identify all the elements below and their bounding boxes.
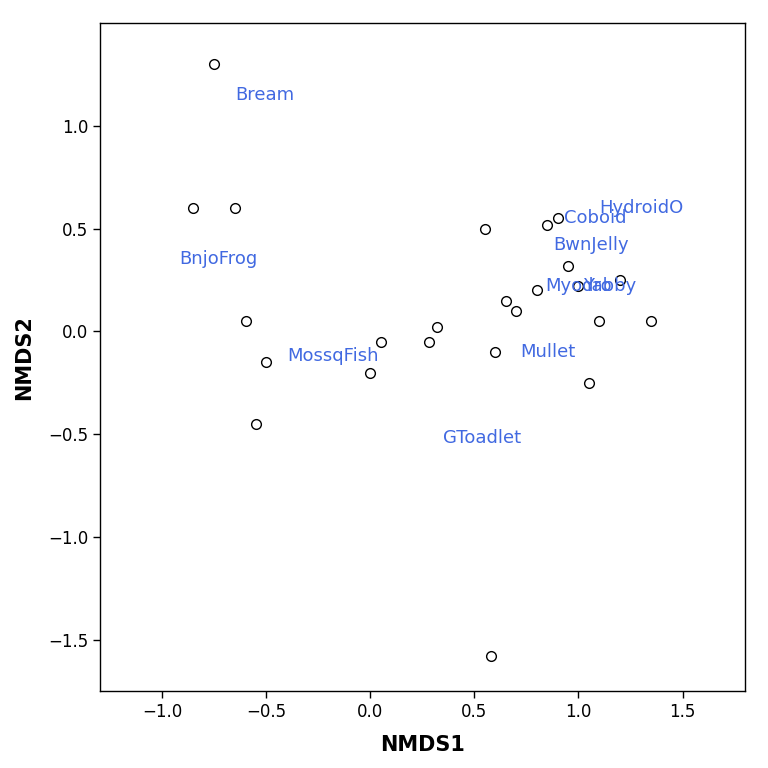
X-axis label: NMDS1: NMDS1 bbox=[380, 735, 465, 755]
Text: Bream: Bream bbox=[235, 86, 294, 104]
Text: Yabby: Yabby bbox=[583, 277, 636, 295]
Text: GToadlet: GToadlet bbox=[443, 429, 521, 447]
Text: BwnJelly: BwnJelly bbox=[554, 236, 629, 254]
Text: Myodro: Myodro bbox=[545, 277, 612, 295]
Text: HydroidO: HydroidO bbox=[599, 199, 684, 217]
Text: Coboid: Coboid bbox=[564, 210, 627, 227]
Text: BnjoFrog: BnjoFrog bbox=[179, 250, 257, 269]
Text: MossqFish: MossqFish bbox=[287, 347, 379, 365]
Text: Mullet: Mullet bbox=[520, 343, 575, 361]
Y-axis label: NMDS2: NMDS2 bbox=[14, 315, 34, 399]
